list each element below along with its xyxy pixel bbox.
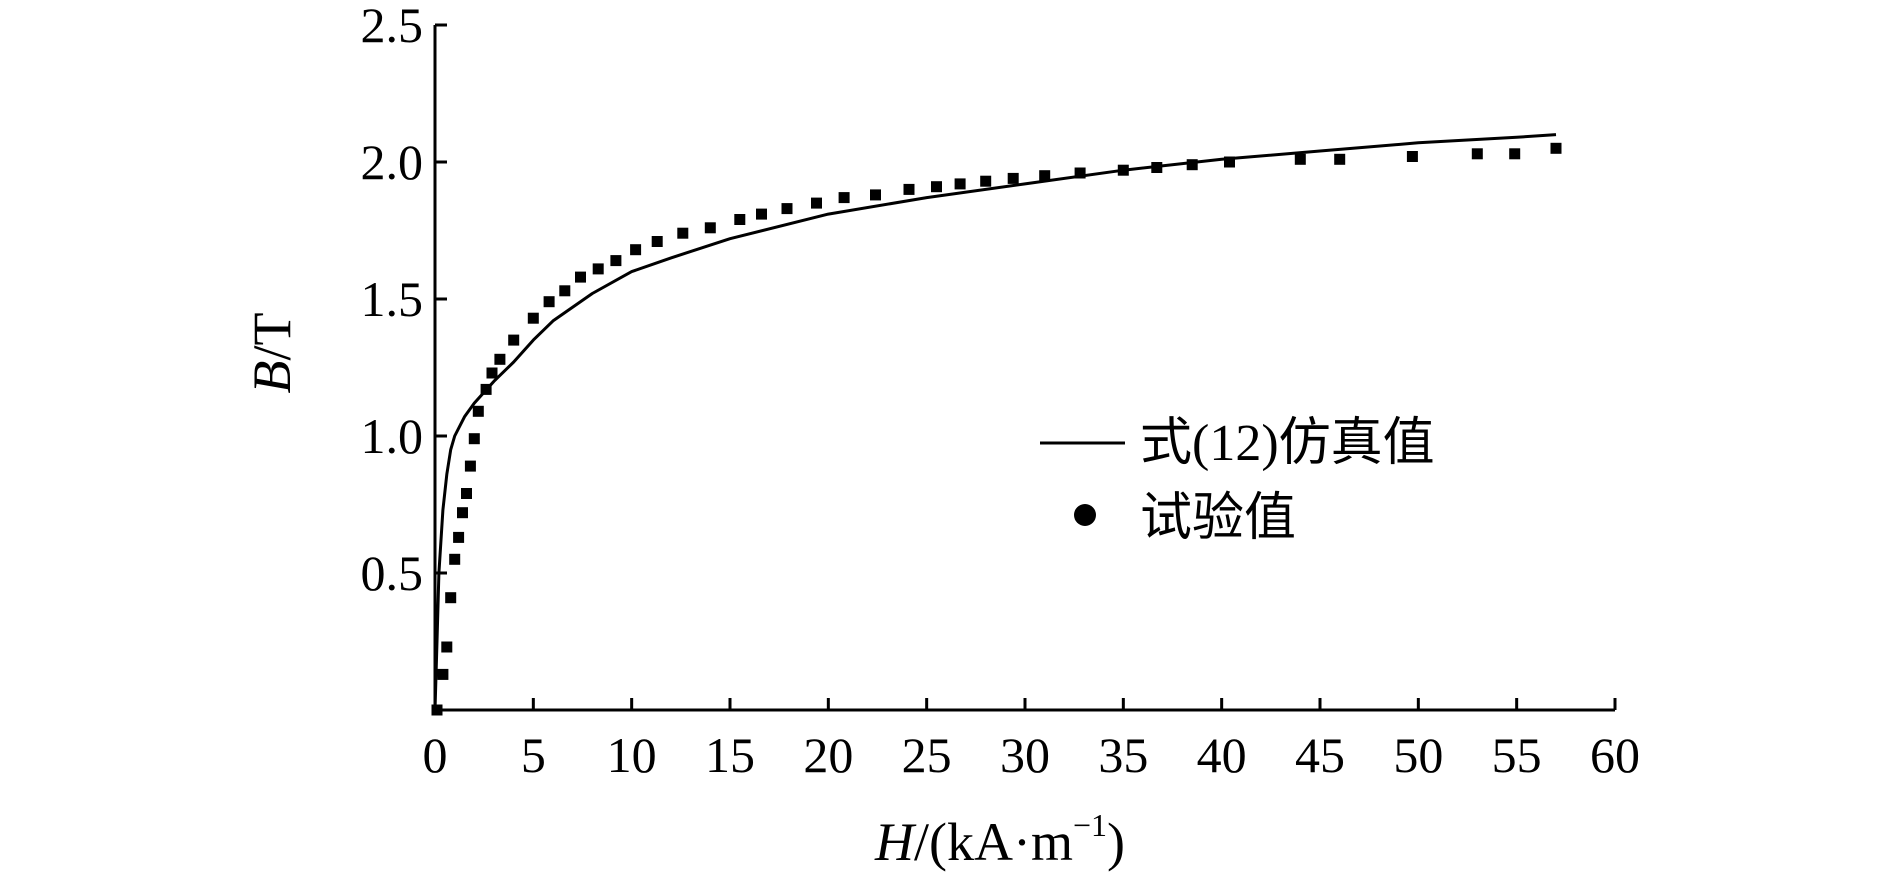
- experiment-point: [1509, 148, 1521, 160]
- experiment-point: [704, 222, 716, 234]
- experiment-point: [464, 460, 476, 472]
- experiment-point: [838, 192, 850, 204]
- experiment-point: [480, 383, 492, 395]
- experiment-point: [1294, 153, 1306, 165]
- x-tick-label: 15: [705, 727, 755, 783]
- experiment-point: [610, 255, 622, 267]
- experiment-point: [1074, 167, 1086, 179]
- experiment-point: [1151, 162, 1163, 173]
- experiment-point: [472, 405, 484, 417]
- x-tick-label: 5: [521, 727, 546, 783]
- experiment-point: [431, 704, 443, 716]
- x-tick-label: 40: [1197, 727, 1247, 783]
- experiment-point: [1186, 159, 1198, 171]
- experiment-point: [445, 592, 457, 604]
- legend: 式(12)仿真值 试验值: [1040, 415, 1435, 547]
- x-tick-label: 30: [1000, 727, 1050, 783]
- experiment-point: [461, 488, 472, 499]
- experiment-point: [453, 531, 465, 543]
- experiment-point: [441, 641, 453, 653]
- experiment-point: [677, 227, 689, 239]
- experiment-point: [630, 244, 642, 256]
- y-tick-label: 1.5: [361, 271, 424, 327]
- experiment-point: [543, 296, 555, 308]
- y-ticks: 0.5 1.0 1.5 2.0 2.5: [361, 0, 447, 601]
- x-tick-label: 35: [1098, 727, 1148, 783]
- axes: 0 5 10 15 20 25 30 35 40 45 50 55 60 0.5 1.0 1.5 2.0 2.5: [361, 0, 1641, 783]
- simulation-curve: [433, 133, 1557, 711]
- x-tick-label: 50: [1393, 727, 1443, 783]
- x-tick-label: 45: [1295, 727, 1345, 783]
- experiment-point: [954, 178, 966, 190]
- experiment-point: [457, 507, 468, 519]
- y-axis-title-symbol: B: [242, 361, 302, 394]
- x-tick-label: 20: [803, 727, 853, 783]
- experiment-point: [486, 367, 498, 379]
- experiment-point: [1334, 153, 1346, 165]
- series-layer: [431, 133, 1562, 716]
- x-tick-label: 60: [1590, 727, 1640, 783]
- x-axis-title-superscript: −1: [1073, 807, 1107, 843]
- x-tick-label: 10: [607, 727, 657, 783]
- y-tick-label: 2.5: [361, 0, 424, 53]
- x-axis-title-close: ): [1107, 812, 1125, 872]
- y-axis-title: B/T: [242, 312, 302, 393]
- legend-label-experiment: 试验值: [1140, 490, 1296, 547]
- experiment-point: [734, 214, 746, 225]
- experiment-point: [508, 334, 520, 346]
- experiment-point: [811, 197, 822, 209]
- experiment-point: [931, 181, 942, 193]
- x-ticks: 0 5 10 15 20 25 30 35 40 45 50 55 60: [423, 698, 1640, 783]
- experiment-point: [575, 271, 586, 283]
- experiment-point: [592, 263, 604, 275]
- x-tick-label: 25: [902, 727, 952, 783]
- y-tick-label: 1.0: [361, 408, 424, 464]
- experiment-point: [903, 183, 915, 195]
- legend-label-simulation: 式(12)仿真值: [1140, 415, 1435, 472]
- experiment-point: [1117, 164, 1129, 176]
- experiment-point: [559, 285, 571, 297]
- y-tick-label: 2.0: [361, 134, 424, 190]
- experiment-point: [437, 668, 449, 680]
- experiment-point: [1007, 172, 1019, 184]
- x-axis-title-symbol: H: [874, 812, 917, 872]
- experiment-point: [1039, 170, 1051, 182]
- x-tick-label: 0: [423, 727, 448, 783]
- experiment-point: [651, 236, 663, 247]
- y-tick-label: 0.5: [361, 545, 424, 601]
- experiment-point: [1224, 156, 1235, 168]
- experiment-point: [1471, 148, 1483, 160]
- experiment-point: [781, 203, 793, 215]
- x-tick-label: 55: [1492, 727, 1542, 783]
- x-axis-title-unit: /(kA·m: [914, 812, 1073, 872]
- legend-marker-swatch: [1074, 504, 1096, 526]
- y-axis-title-unit: /T: [242, 312, 302, 360]
- experiment-point: [980, 175, 992, 187]
- experiment-point: [449, 553, 461, 565]
- experiment-point: [1550, 142, 1562, 154]
- experiment-point: [494, 353, 506, 365]
- experiment-point: [527, 312, 539, 324]
- experiment-point: [1406, 151, 1418, 162]
- experiment-point: [756, 208, 767, 220]
- x-axis-title: H/(kA·m−1): [874, 807, 1125, 872]
- experiment-point: [468, 433, 480, 445]
- experiment-point: [870, 189, 881, 201]
